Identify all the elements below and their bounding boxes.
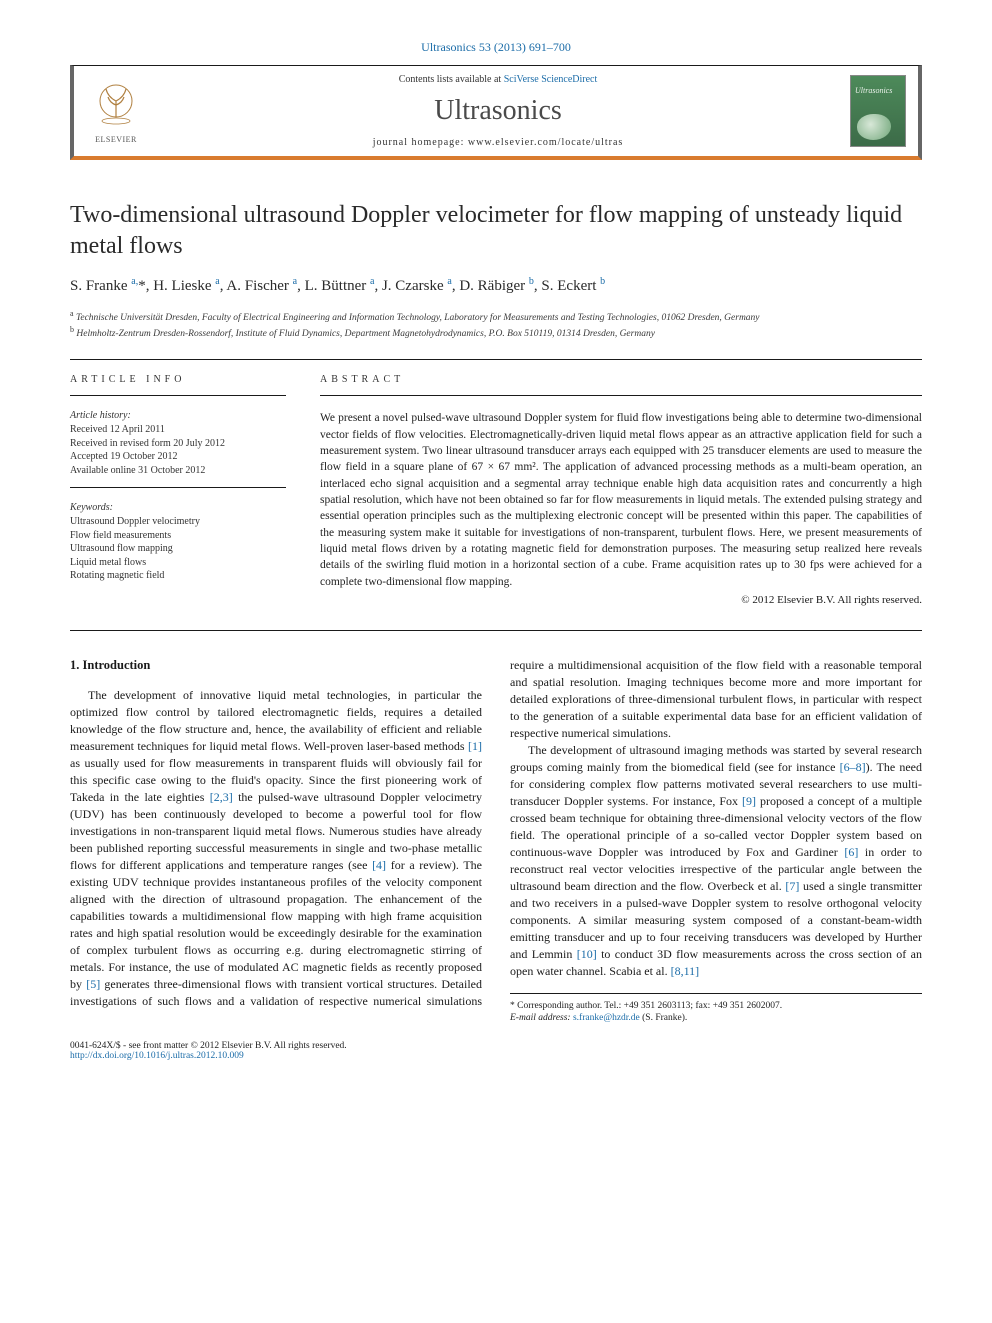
- rule-abstract: [320, 395, 922, 396]
- cite-9[interactable]: [9]: [742, 794, 756, 808]
- info-abstract-row: ARTICLE INFO Article history: Received 1…: [70, 374, 922, 606]
- keyword: Rotating magnetic field: [70, 569, 286, 583]
- front-matter-line: 0041-624X/$ - see front matter © 2012 El…: [70, 1041, 347, 1061]
- text: The development of innovative liquid met…: [70, 688, 482, 753]
- email-link[interactable]: s.franke@hzdr.de: [573, 1013, 640, 1023]
- keyword: Ultrasound flow mapping: [70, 542, 286, 556]
- page-footer: 0041-624X/$ - see front matter © 2012 El…: [70, 1041, 922, 1061]
- section-1-heading: 1. Introduction: [70, 657, 482, 675]
- cite-2-3[interactable]: [2,3]: [210, 790, 233, 804]
- journal-header: ELSEVIER Contents lists available at Sci…: [70, 65, 922, 160]
- cover-art: [857, 114, 891, 140]
- running-citation: Ultrasonics 53 (2013) 691–700: [70, 40, 922, 55]
- keyword: Ultrasound Doppler velocimetry: [70, 515, 286, 529]
- history-online: Available online 31 October 2012: [70, 464, 286, 478]
- intro-para-2: The development of ultrasound imaging me…: [510, 742, 922, 980]
- keywords-label: Keywords:: [70, 502, 286, 513]
- doi-prefix: http://dx.doi.org/: [70, 1051, 134, 1061]
- header-center: Contents lists available at SciVerse Sci…: [158, 74, 838, 148]
- rule-top: [70, 359, 922, 360]
- rule-below-abstract: [70, 630, 922, 631]
- article-title: Two-dimensional ultrasound Doppler veloc…: [70, 200, 922, 262]
- affiliations: a Technische Universität Dresden, Facult…: [70, 309, 922, 341]
- history-received: Received 12 April 2011: [70, 423, 286, 437]
- homepage-line: journal homepage: www.elsevier.com/locat…: [158, 137, 838, 148]
- article-info-heading: ARTICLE INFO: [70, 374, 286, 385]
- email-suffix: (S. Franke).: [640, 1013, 688, 1023]
- publisher-name: ELSEVIER: [95, 135, 137, 144]
- abstract-copyright: © 2012 Elsevier B.V. All rights reserved…: [320, 594, 922, 606]
- elsevier-tree-icon: [88, 79, 144, 135]
- abstract-block: ABSTRACT We present a novel pulsed-wave …: [320, 374, 922, 606]
- journal-cover-thumbnail: Ultrasonics: [850, 75, 906, 147]
- email-line: E-mail address: s.franke@hzdr.de (S. Fra…: [510, 1012, 922, 1025]
- body-columns: 1. Introduction The development of innov…: [70, 657, 922, 1025]
- affiliation-a: a Technische Universität Dresden, Facult…: [70, 309, 922, 325]
- affiliation-b: b Helmholtz-Zentrum Dresden-Rossendorf, …: [70, 325, 922, 341]
- front-matter-text: 0041-624X/$ - see front matter © 2012 El…: [70, 1041, 347, 1051]
- cite-4[interactable]: [4]: [372, 858, 386, 872]
- history-revised: Received in revised form 20 July 2012: [70, 437, 286, 451]
- cite-1[interactable]: [1]: [468, 739, 482, 753]
- cite-8-11[interactable]: [8,11]: [671, 964, 700, 978]
- doi-link[interactable]: http://dx.doi.org/10.1016/j.ultras.2012.…: [70, 1051, 244, 1061]
- rule-info: [70, 395, 286, 396]
- cover-title: Ultrasonics: [855, 86, 901, 95]
- affiliation-a-text: Technische Universität Dresden, Faculty …: [76, 314, 760, 324]
- homepage-url: www.elsevier.com/locate/ultras: [468, 137, 623, 148]
- keyword: Liquid metal flows: [70, 556, 286, 570]
- cite-6-8[interactable]: [6–8]: [840, 760, 866, 774]
- cite-6[interactable]: [6]: [844, 845, 858, 859]
- text: for a review). The existing UDV techniqu…: [70, 858, 482, 974]
- history-accepted: Accepted 19 October 2012: [70, 450, 286, 464]
- sciencedirect-link[interactable]: SciVerse ScienceDirect: [504, 74, 598, 85]
- corresponding-author-footnote: * Corresponding author. Tel.: +49 351 26…: [510, 993, 922, 1026]
- abstract-text: We present a novel pulsed-wave ultrasoun…: [320, 410, 922, 590]
- abstract-heading: ABSTRACT: [320, 374, 922, 385]
- doi-value: 10.1016/j.ultras.2012.10.009: [134, 1051, 244, 1061]
- journal-name: Ultrasonics: [158, 95, 838, 127]
- history-label: Article history:: [70, 410, 286, 421]
- keyword: Flow field measurements: [70, 529, 286, 543]
- affiliation-b-text: Helmholtz-Zentrum Dresden-Rossendorf, In…: [76, 330, 655, 340]
- homepage-label: journal homepage:: [373, 137, 468, 148]
- article-info-block: ARTICLE INFO Article history: Received 1…: [70, 374, 286, 606]
- cite-7[interactable]: [7]: [785, 879, 799, 893]
- contents-available: Contents lists available at SciVerse Sci…: [158, 74, 838, 85]
- contents-prefix: Contents lists available at: [399, 74, 504, 85]
- elsevier-logo: ELSEVIER: [86, 77, 146, 145]
- cite-10[interactable]: [10]: [577, 947, 597, 961]
- cite-5[interactable]: [5]: [86, 977, 100, 991]
- email-label: E-mail address:: [510, 1013, 573, 1023]
- corr-author-line: * Corresponding author. Tel.: +49 351 26…: [510, 1000, 922, 1013]
- author-list: S. Franke a,*, H. Lieske a, A. Fischer a…: [70, 276, 922, 295]
